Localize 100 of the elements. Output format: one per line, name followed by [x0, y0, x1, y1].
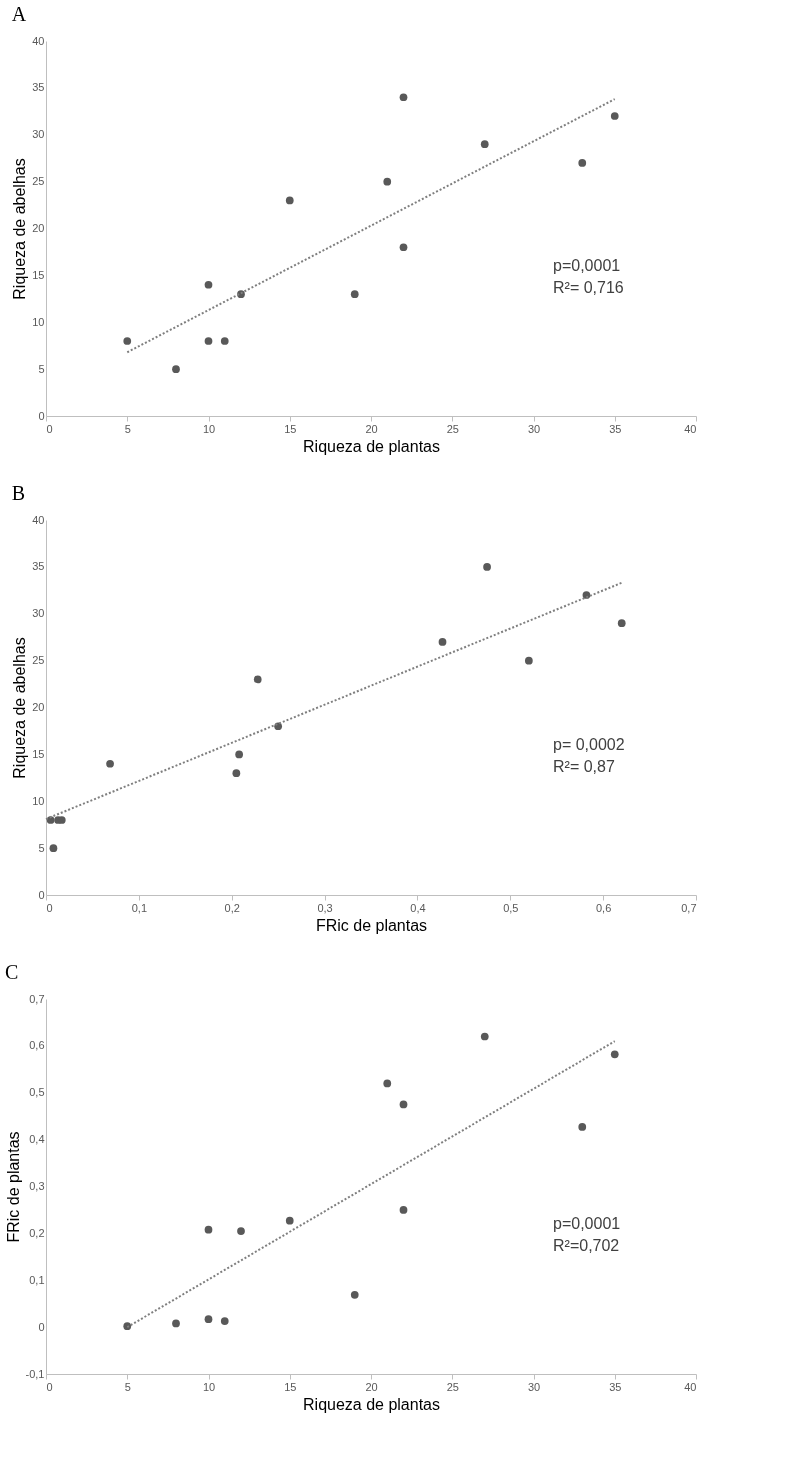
x-tick-label: 35	[609, 1380, 622, 1393]
point	[172, 1319, 180, 1328]
point	[350, 1290, 359, 1299]
point	[235, 750, 244, 759]
chart-title: B	[11, 482, 26, 504]
point	[123, 337, 132, 345]
y-tick-label: 25	[32, 654, 45, 667]
point	[399, 243, 408, 252]
x-tick-label: 0,4	[410, 901, 426, 914]
point	[483, 563, 491, 571]
point	[237, 1227, 245, 1235]
y-tick-label: 40	[32, 513, 45, 526]
chart-title: A	[11, 3, 27, 25]
y-tick-label: 0,4	[29, 1133, 45, 1146]
point	[480, 1032, 489, 1041]
point	[220, 337, 229, 345]
x-tick-label: 0	[46, 1380, 53, 1393]
x-tick-label: 10	[202, 422, 216, 435]
x-tick-label: 30	[527, 1380, 541, 1393]
y-axis-title: Riqueza de abelhas	[11, 158, 29, 300]
point	[399, 1100, 408, 1109]
y-axis-title: FRic de plantas	[4, 1131, 22, 1243]
x-tick-label: 0,2	[224, 901, 240, 914]
x-tick-label: 35	[609, 422, 622, 435]
x-tick-label: 0,7	[681, 901, 697, 914]
point	[172, 365, 180, 373]
point	[106, 759, 114, 768]
point	[578, 159, 587, 167]
x-tick-label: 40	[684, 1380, 697, 1393]
y-tick-label: 30	[32, 607, 45, 620]
y-tick-label: 0	[38, 888, 45, 901]
y-tick-label: 10	[32, 315, 45, 328]
annotation: p= 0,0002	[553, 736, 625, 753]
annotation: R²= 0,716	[553, 279, 624, 296]
y-tick-label: 15	[32, 268, 45, 281]
point	[49, 844, 58, 852]
y-tick-label: 0,6	[29, 1039, 45, 1052]
point	[253, 675, 262, 684]
point	[524, 656, 533, 665]
x-tick-label: 0	[46, 422, 53, 435]
x-tick-label: 5	[124, 1380, 131, 1393]
y-tick-label: 5	[38, 362, 45, 375]
x-tick-label: 5	[124, 422, 131, 435]
y-tick-label: 10	[32, 794, 45, 807]
x-axis-title: Riqueza de plantas	[303, 437, 440, 455]
chart-title: C	[5, 961, 19, 983]
y-tick-label: 0	[38, 1320, 45, 1333]
y-tick-label: 30	[32, 128, 45, 141]
y-tick-label: 0	[38, 409, 45, 422]
y-tick-label: 0,2	[29, 1226, 45, 1239]
point	[204, 280, 213, 289]
y-tick-label: 25	[32, 175, 45, 188]
point	[617, 619, 626, 627]
point	[285, 196, 294, 205]
y-axis-title: Riqueza de abelhas	[11, 637, 29, 779]
point	[438, 638, 447, 646]
x-tick-label: 20	[365, 1380, 378, 1393]
y-tick-label: 40	[32, 34, 45, 47]
x-tick-label: 30	[527, 422, 541, 435]
y-tick-label: 15	[32, 747, 45, 760]
x-tick-label: 10	[202, 1380, 216, 1393]
y-tick-label: 5	[38, 841, 45, 854]
y-tick-label: 0,5	[29, 1086, 45, 1099]
x-tick-label: 40	[684, 422, 697, 435]
y-tick-label: 20	[32, 222, 45, 234]
x-axis-title: Riqueza de plantas	[303, 1395, 440, 1413]
x-tick-label: 0,1	[131, 901, 148, 914]
x-tick-label: 0,5	[503, 901, 519, 914]
y-tick-label: 0,3	[29, 1180, 45, 1192]
point	[220, 1317, 229, 1325]
point	[285, 1216, 294, 1225]
annotation: R²= 0,87	[553, 758, 615, 775]
x-tick-label: 15	[284, 422, 297, 435]
x-tick-label: 0,3	[317, 901, 333, 914]
y-tick-label: 0,1	[29, 1273, 45, 1286]
point	[610, 1050, 619, 1059]
point	[383, 177, 392, 186]
x-tick-label: 20	[365, 422, 378, 435]
annotation: p=0,0001	[553, 1215, 621, 1232]
point	[204, 1225, 213, 1234]
y-tick-label: 0,7	[29, 992, 45, 1005]
point	[232, 769, 241, 777]
x-axis-title: FRic de plantas	[315, 916, 428, 934]
point	[204, 337, 213, 345]
annotation: R²=0,702	[553, 1237, 620, 1254]
x-tick-label: 0,6	[595, 901, 612, 914]
x-tick-label: 15	[284, 1380, 297, 1393]
x-tick-label: 25	[446, 422, 459, 435]
point	[399, 93, 408, 102]
y-tick-label: -0,1	[25, 1367, 45, 1380]
point	[350, 290, 359, 298]
y-tick-label: 20	[32, 701, 45, 713]
point	[204, 1315, 213, 1324]
y-tick-label: 35	[32, 560, 45, 573]
annotation: p=0,0001	[553, 257, 621, 274]
point	[383, 1079, 392, 1088]
point	[399, 1206, 408, 1214]
point	[610, 112, 619, 120]
x-tick-label: 0	[46, 901, 53, 914]
x-tick-label: 25	[446, 1380, 459, 1393]
